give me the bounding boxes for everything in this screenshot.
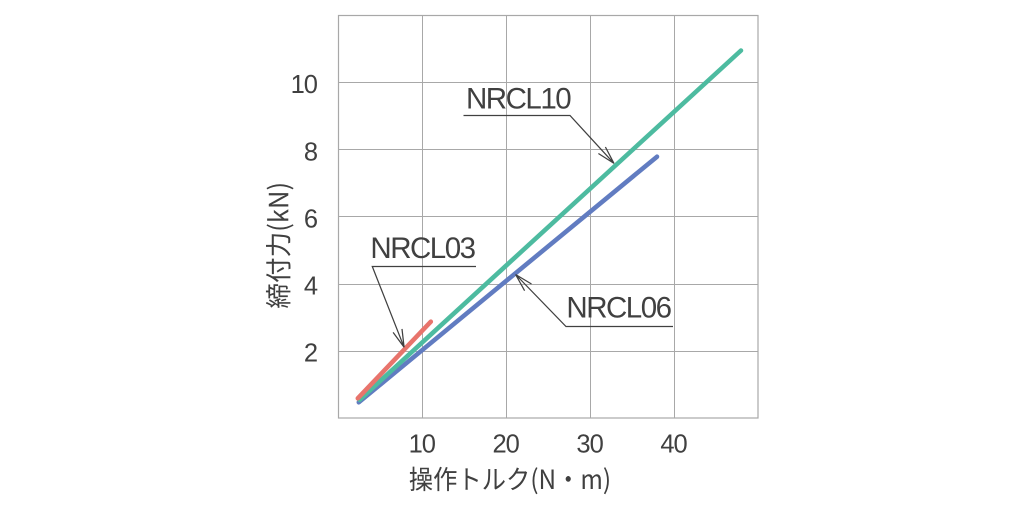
svg-text:2: 2: [304, 340, 317, 368]
svg-text:8: 8: [304, 138, 318, 166]
svg-text:NRCL03: NRCL03: [370, 232, 475, 265]
svg-text:30: 30: [576, 431, 603, 459]
svg-text:40: 40: [660, 431, 687, 459]
svg-text:NRCL06: NRCL06: [566, 292, 671, 325]
svg-text:10: 10: [409, 431, 436, 459]
svg-text:NRCL10: NRCL10: [466, 83, 571, 116]
svg-text:6: 6: [304, 205, 318, 233]
svg-text:4: 4: [304, 273, 318, 301]
svg-text:10: 10: [291, 71, 318, 99]
svg-text:20: 20: [493, 431, 520, 459]
